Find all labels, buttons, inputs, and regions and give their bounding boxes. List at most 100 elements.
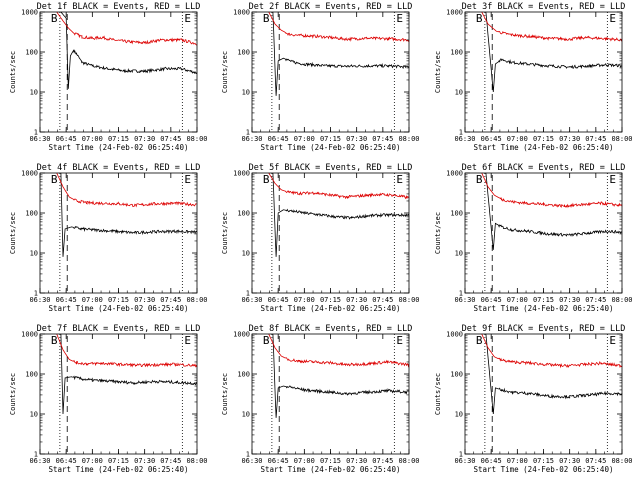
x-tick-label: 08:00 xyxy=(398,135,419,143)
end-marker-label: E xyxy=(184,12,191,25)
x-tick-label: 07:00 xyxy=(294,135,315,143)
y-tick-label: 1 xyxy=(459,451,463,459)
panel-title: Det 3f BLACK = Events, RED = LLD xyxy=(462,2,626,12)
x-axis-label: Start Time (24-Feb-02 06:25:40) xyxy=(49,465,189,474)
x-tick-label: 07:15 xyxy=(320,135,341,143)
x-tick-label: 07:45 xyxy=(160,135,181,143)
y-tick-label: 1 xyxy=(459,290,463,298)
x-tick-label: 07:45 xyxy=(585,457,606,465)
y-tick-label: 10 xyxy=(30,411,38,419)
x-tick-label: 06:30 xyxy=(241,457,262,465)
panel-title: Det 7f BLACK = Events, RED = LLD xyxy=(37,324,201,334)
y-tick-label: 10 xyxy=(455,411,463,419)
plot-frame xyxy=(251,333,410,455)
end-marker-label: E xyxy=(184,334,191,347)
series-line-lld xyxy=(56,172,198,208)
x-tick-label: 07:45 xyxy=(585,296,606,304)
y-tick-label: 10 xyxy=(30,89,38,97)
x-tick-label: 07:30 xyxy=(559,135,580,143)
y-axis-label: Counts/sec xyxy=(434,51,442,93)
x-tick-label: 06:30 xyxy=(29,135,50,143)
series-line-lld xyxy=(481,172,623,209)
x-tick-label: 08:00 xyxy=(186,296,207,304)
begin-marker-label: B xyxy=(263,12,270,25)
x-tick-label: 07:15 xyxy=(108,296,129,304)
x-tick-label: 07:45 xyxy=(372,135,393,143)
x-tick-label: 06:30 xyxy=(29,296,50,304)
x-tick-label: 07:30 xyxy=(346,135,367,143)
y-axis-label: Counts/sec xyxy=(434,373,442,415)
x-axis-label: Start Time (24-Feb-02 06:25:40) xyxy=(474,465,614,474)
x-tick-label: 07:45 xyxy=(160,296,181,304)
end-marker-label: E xyxy=(609,173,616,186)
series-line-events xyxy=(60,333,198,415)
begin-marker-label: B xyxy=(476,12,483,25)
series-line-lld xyxy=(56,333,198,368)
begin-marker-label: B xyxy=(263,334,270,347)
plot-frame xyxy=(39,172,198,294)
x-tick-label: 06:30 xyxy=(454,296,475,304)
y-tick-label: 10 xyxy=(242,250,250,258)
panel-title: Det 6f BLACK = Events, RED = LLD xyxy=(462,163,626,173)
x-tick-label: 07:45 xyxy=(372,457,393,465)
y-axis-label: Counts/sec xyxy=(221,373,229,415)
end-marker-label: E xyxy=(184,173,191,186)
plot-frame xyxy=(39,11,198,133)
panel-title: Det 1f BLACK = Events, RED = LLD xyxy=(37,2,201,12)
plot-frame xyxy=(464,11,623,133)
panel-title: Det 4f BLACK = Events, RED = LLD xyxy=(37,163,201,173)
x-tick-label: 08:00 xyxy=(611,135,632,143)
y-tick-label: 10 xyxy=(242,411,250,419)
panel-title: Det 8f BLACK = Events, RED = LLD xyxy=(249,324,413,334)
x-tick-label: 07:00 xyxy=(82,296,103,304)
x-axis-label: Start Time (24-Feb-02 06:25:40) xyxy=(261,304,401,313)
x-tick-label: 06:45 xyxy=(481,457,502,465)
y-tick-label: 10 xyxy=(455,89,463,97)
y-tick-label: 100 xyxy=(237,49,250,57)
begin-marker-label: B xyxy=(476,334,483,347)
y-tick-label: 100 xyxy=(450,371,463,379)
panel-title: Det 9f BLACK = Events, RED = LLD xyxy=(462,324,626,334)
x-tick-label: 07:15 xyxy=(533,296,554,304)
x-tick-label: 06:45 xyxy=(56,135,77,143)
x-tick-label: 06:30 xyxy=(241,296,262,304)
x-tick-label: 07:00 xyxy=(507,296,528,304)
y-tick-label: 100 xyxy=(450,49,463,57)
y-tick-label: 1 xyxy=(34,290,38,298)
series-line-events xyxy=(485,11,623,93)
series-line-lld xyxy=(481,333,623,369)
y-axis-label: Counts/sec xyxy=(434,212,442,254)
y-tick-label: 10 xyxy=(30,250,38,258)
y-tick-label: 1000 xyxy=(21,9,38,17)
x-tick-label: 07:15 xyxy=(108,135,129,143)
end-marker-label: E xyxy=(396,334,403,347)
end-marker-label: E xyxy=(609,334,616,347)
x-tick-label: 07:15 xyxy=(320,457,341,465)
y-tick-label: 1 xyxy=(246,129,250,137)
x-tick-label: 07:00 xyxy=(294,296,315,304)
series-line-events xyxy=(272,172,410,257)
begin-marker-label: B xyxy=(51,12,58,25)
series-line-events xyxy=(272,11,410,96)
x-tick-label: 06:30 xyxy=(454,135,475,143)
y-tick-label: 1000 xyxy=(233,331,250,339)
x-tick-label: 06:45 xyxy=(481,135,502,143)
y-tick-label: 100 xyxy=(237,210,250,218)
x-tick-label: 07:00 xyxy=(507,135,528,143)
series-line-lld xyxy=(56,11,198,46)
end-marker-label: E xyxy=(396,173,403,186)
end-marker-label: E xyxy=(609,12,616,25)
x-tick-label: 06:45 xyxy=(268,457,289,465)
y-tick-label: 1000 xyxy=(446,9,463,17)
y-axis-label: Counts/sec xyxy=(9,51,17,93)
y-tick-label: 100 xyxy=(450,210,463,218)
x-tick-label: 07:30 xyxy=(346,457,367,465)
y-tick-label: 100 xyxy=(25,371,38,379)
x-axis-label: Start Time (24-Feb-02 06:25:40) xyxy=(474,143,614,152)
x-tick-label: 07:00 xyxy=(82,457,103,465)
x-tick-label: 07:15 xyxy=(533,457,554,465)
